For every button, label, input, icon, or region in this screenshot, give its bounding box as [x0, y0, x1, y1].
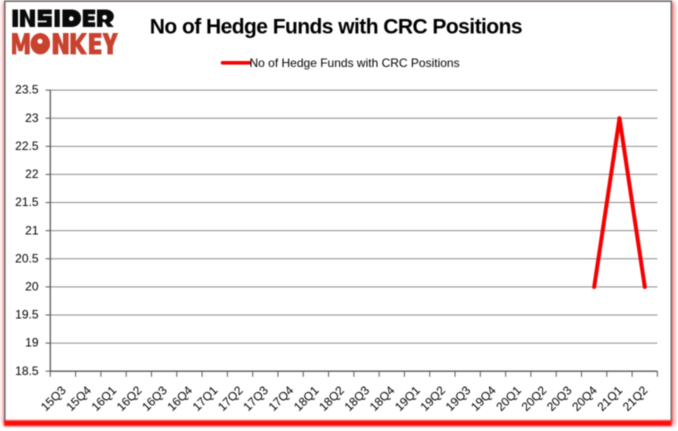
svg-text:20.5: 20.5 — [15, 251, 39, 265]
svg-text:19: 19 — [25, 336, 39, 350]
svg-text:21: 21 — [25, 223, 39, 237]
svg-text:19.5: 19.5 — [15, 308, 39, 322]
svg-text:No of Hedge Funds with CRC Pos: No of Hedge Funds with CRC Positions — [150, 16, 522, 39]
svg-text:No of Hedge Funds with CRC Pos: No of Hedge Funds with CRC Positions — [250, 56, 460, 70]
svg-text:23: 23 — [25, 111, 39, 125]
svg-text:23.5: 23.5 — [15, 83, 39, 97]
svg-text:18.5: 18.5 — [15, 364, 39, 378]
svg-text:20: 20 — [25, 279, 39, 293]
svg-text:22: 22 — [25, 167, 39, 181]
svg-text:22.5: 22.5 — [15, 139, 39, 153]
svg-text:21.5: 21.5 — [15, 195, 39, 209]
